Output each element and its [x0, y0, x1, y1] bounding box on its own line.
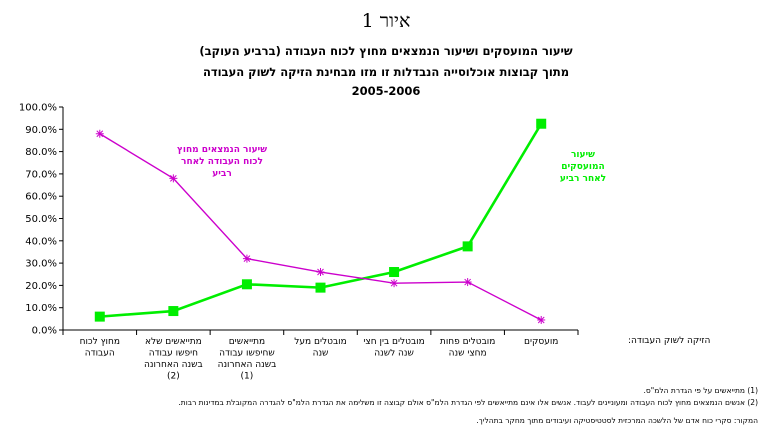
data-point-asterisk: [95, 129, 104, 138]
data-point-asterisk: [316, 268, 325, 277]
series-label-line: המועסקים: [561, 162, 604, 172]
data-point-square: [389, 267, 400, 278]
asterisk-stroke: [243, 255, 251, 262]
x-category-label-line: בשנה האחרונה: [218, 360, 277, 370]
data-point-square: [241, 279, 252, 290]
series-label: שיעור הנמצאים מחוץ לכוח העבודה לאחר רביע: [177, 145, 267, 179]
x-category-label: מובטלים בין חצי שנה לשנה: [363, 337, 424, 359]
x-category-label: מובטלים מעל שנה: [294, 337, 346, 359]
y-tick-label: 50.0%: [25, 214, 57, 225]
series-label-line: רביע: [212, 169, 232, 179]
x-category-label: מתייאשים שלא חיפשו עבודה בשנה האחרונה (2): [144, 337, 203, 382]
data-point-square: [168, 306, 179, 317]
chart-title-line-2: מתוך קבוצות אוכלוסייה הנבדלות זו מזו מבח…: [202, 65, 570, 79]
x-category-label-line: מתייאשים שלא: [145, 337, 202, 347]
figure-title: איור 1: [361, 10, 411, 32]
x-category-label-line: מחוץ לכוח: [80, 337, 120, 347]
asterisk-stroke: [464, 278, 471, 286]
y-tick-label: 30.0%: [25, 259, 57, 270]
data-point-asterisk: [242, 254, 251, 263]
y-tick-label: 100.0%: [19, 103, 57, 114]
series-label-line: שיעור הנמצאים מחוץ: [177, 145, 267, 155]
x-category-label-line: מובטלים בין חצי: [363, 337, 424, 347]
chart-title-line-1: שיעור המועסקים ושיעור הנמצאים מחוץ לכוח …: [199, 44, 573, 58]
x-category-label-line: חיפשו עבודה: [149, 349, 198, 359]
series-label-line: שיעור: [571, 150, 595, 160]
y-tick-label: 90.0%: [25, 125, 57, 136]
chart-title-line-3: 2005-2006: [351, 84, 421, 98]
x-category-label-line: מועסקים: [524, 337, 558, 347]
x-category-label-line: בשנה האחרונה: [144, 360, 203, 370]
x-category-label-line: מתייאשים: [229, 337, 265, 347]
x-category-label: מתייאשים שחיפשו עבודה בשנה האחרונה (1): [218, 337, 277, 382]
data-point-asterisk: [463, 278, 472, 287]
data-point-square: [94, 311, 105, 322]
data-point-asterisk: [390, 279, 399, 288]
y-tick-label: 10.0%: [25, 303, 57, 314]
x-axis-caption: הזיקה לשוק העבודה:: [628, 336, 711, 346]
x-category-label: מובטלים פחות מחצי שנה: [440, 337, 495, 359]
data-point-asterisk: [169, 174, 178, 183]
footnote-1: (1) מתייאשים על פי הגדרת הלמ"ס.: [643, 386, 758, 395]
y-tick-label: 20.0%: [25, 281, 57, 292]
x-category-label-line: (2): [167, 372, 180, 382]
x-category-label: מועסקים: [524, 337, 558, 347]
data-point-square: [315, 282, 326, 293]
asterisk-stroke: [317, 268, 324, 276]
series-label: שיעור המועסקים לאחר רביע: [560, 150, 606, 184]
x-category-label-line: שנה לשנה: [374, 349, 414, 359]
data-point-square: [462, 241, 473, 252]
x-category-label-line: (1): [241, 372, 254, 382]
asterisk-stroke: [170, 175, 177, 182]
x-category-label: מחוץ לכוח העבודה: [80, 337, 120, 359]
x-category-label-line: מובטלים פחות: [440, 337, 495, 347]
x-category-label-line: מובטלים מעל: [294, 337, 346, 347]
asterisk-stroke: [390, 279, 398, 287]
x-category-label-line: שחיפשו עבודה: [219, 349, 275, 359]
footnote-2: (2) אנשים הנמצאים מחוץ לכוח העבודה ומעונ…: [178, 398, 758, 407]
y-tick-label: 40.0%: [25, 236, 57, 247]
asterisk-stroke: [537, 316, 545, 324]
series-label-line: לכוח העבודה לאחר: [181, 157, 263, 167]
y-tick-label: 0.0%: [32, 326, 57, 337]
x-category-label-line: העבודה: [85, 349, 115, 359]
asterisk-stroke: [96, 130, 104, 138]
y-tick-label: 70.0%: [25, 169, 57, 180]
y-tick-label: 80.0%: [25, 147, 57, 158]
data-point-asterisk: [537, 315, 546, 324]
source-note: המקור: סקרי כוח אדם של הלשכה המרכזית לסט…: [476, 416, 758, 425]
y-tick-label: 60.0%: [25, 192, 57, 203]
series-label-line: לאחר רביע: [560, 174, 606, 184]
x-category-label-line: שנה: [313, 349, 329, 359]
line-chart: 0.0% 10.0% 20.0% 30.0% 40.0% 50.0% 60.0% 70.0% 8…: [19, 103, 606, 382]
x-category-label-line: מחצי שנה: [449, 349, 487, 359]
data-point-square: [536, 118, 547, 129]
